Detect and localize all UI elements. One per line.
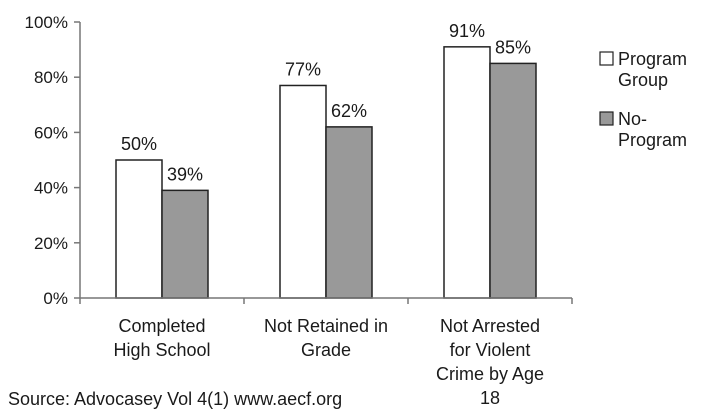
y-tick-label: 100% (25, 13, 68, 32)
legend-swatch (599, 111, 614, 126)
bar (325, 126, 373, 299)
data-label: 50% (121, 134, 157, 154)
y-tick-label: 80% (34, 68, 68, 87)
legend-label: No-Program (618, 109, 687, 150)
data-label: 77% (285, 59, 321, 79)
bar (161, 189, 209, 299)
x-tick-label: Completed High School (113, 316, 211, 360)
legend-label: Program Group (618, 49, 687, 90)
y-tick-label: 0% (43, 289, 68, 308)
bar (443, 46, 491, 299)
data-label: 85% (495, 37, 531, 57)
y-tick-label: 60% (34, 123, 68, 142)
bar (115, 159, 163, 299)
source-note: Source: Advocasey Vol 4(1) www.aecf.org (8, 389, 343, 409)
y-tick-label: 40% (34, 179, 68, 198)
x-tick-label: Not Retained in Grade (263, 316, 389, 360)
bar (279, 84, 327, 299)
bar (489, 62, 537, 299)
x-tick-label: Not Arrested for Violent Crime by Age 18 (435, 316, 545, 408)
data-label: 62% (331, 101, 367, 121)
y-tick-label: 20% (34, 234, 68, 253)
legend-swatch (599, 51, 614, 66)
data-label: 39% (167, 164, 203, 184)
data-label: 91% (449, 21, 485, 41)
